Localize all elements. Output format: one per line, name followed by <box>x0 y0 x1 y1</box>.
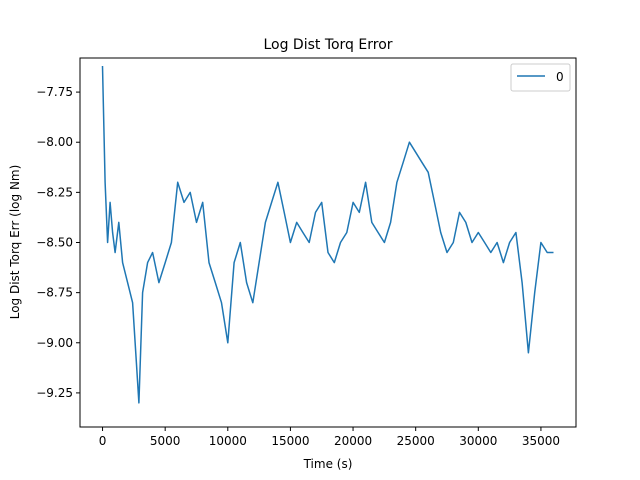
y-axis-title: Log Dist Torq Err (log Nm) <box>8 165 22 320</box>
y-tick-label: −8.25 <box>36 185 73 199</box>
series-layer <box>101 65 554 404</box>
y-tick-label: −8.00 <box>36 135 73 149</box>
x-tick-label: 10000 <box>209 434 247 448</box>
legend: 0 <box>510 63 571 92</box>
x-axis-title: Time (s) <box>303 457 353 471</box>
chart-title: Log Dist Torq Error <box>263 37 392 53</box>
x-tick-label: 0 <box>99 434 107 448</box>
series-line-0 <box>101 65 554 404</box>
x-tick-label: 25000 <box>397 434 435 448</box>
y-axis-ticks: −9.25 −9.00 −8.75 −8.50 −8.25 −8.00 −7.75 <box>36 85 80 400</box>
y-tick-label: −9.25 <box>36 386 73 400</box>
plot-area: 0 5000 10000 15000 20000 25000 30000 35000 −9.2… <box>36 57 577 448</box>
x-tick-label: 35000 <box>522 434 560 448</box>
x-tick-label: 15000 <box>271 434 309 448</box>
x-tick-label: 20000 <box>334 434 372 448</box>
y-tick-label: −8.75 <box>36 286 73 300</box>
x-tick-label: 30000 <box>459 434 497 448</box>
x-axis-ticks: 0 5000 10000 15000 20000 25000 30000 35000 <box>99 427 560 448</box>
legend-box <box>510 63 571 92</box>
y-tick-label: −8.50 <box>36 236 73 250</box>
y-tick-label: −9.00 <box>36 336 73 350</box>
legend-label-0: 0 <box>556 70 564 84</box>
y-tick-label: −7.75 <box>36 85 73 99</box>
x-tick-label: 5000 <box>150 434 181 448</box>
